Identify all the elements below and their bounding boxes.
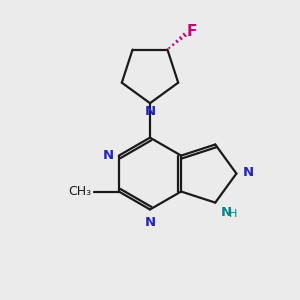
Text: N: N xyxy=(144,105,156,118)
Text: N: N xyxy=(103,149,114,162)
Text: F: F xyxy=(187,24,197,39)
Text: H: H xyxy=(229,209,237,219)
Text: N: N xyxy=(144,216,156,229)
Text: N: N xyxy=(242,166,253,178)
Text: CH₃: CH₃ xyxy=(68,185,92,198)
Text: N: N xyxy=(220,206,232,219)
